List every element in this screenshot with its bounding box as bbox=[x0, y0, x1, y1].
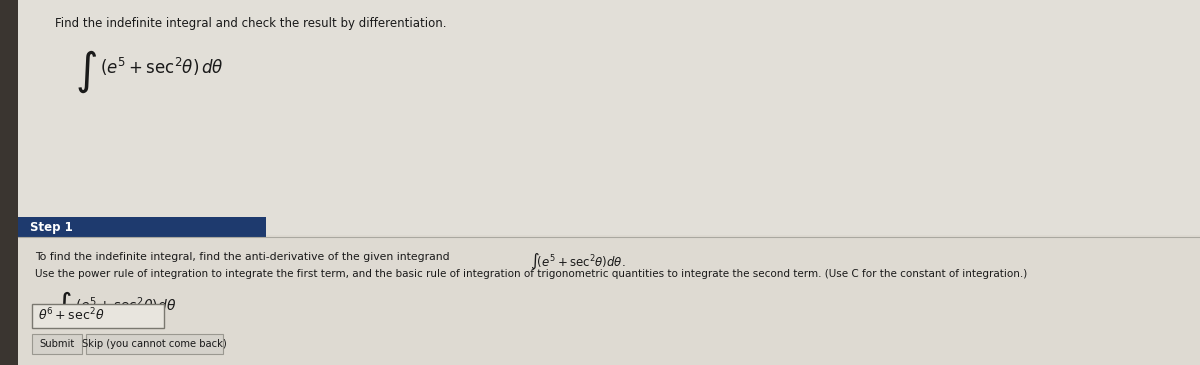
FancyBboxPatch shape bbox=[86, 334, 223, 354]
FancyBboxPatch shape bbox=[32, 304, 164, 328]
Text: $(e^5 + \sec^2\!\theta)\,d\theta$: $(e^5 + \sec^2\!\theta)\,d\theta$ bbox=[100, 56, 223, 78]
Text: $\left(e^5 + \sec^2\!\theta\right)d\theta$: $\left(e^5 + \sec^2\!\theta\right)d\thet… bbox=[74, 295, 176, 315]
Text: $\int$: $\int$ bbox=[74, 49, 97, 95]
Text: Submit: Submit bbox=[40, 339, 74, 349]
Text: Skip (you cannot come back): Skip (you cannot come back) bbox=[82, 339, 227, 349]
FancyBboxPatch shape bbox=[18, 217, 266, 237]
Text: Find the indefinite integral and check the result by differentiation.: Find the indefinite integral and check t… bbox=[55, 17, 446, 30]
FancyBboxPatch shape bbox=[18, 0, 1200, 235]
Text: To find the indefinite integral, find the anti-derivative of the given integrand: To find the indefinite integral, find th… bbox=[35, 252, 454, 262]
FancyBboxPatch shape bbox=[18, 237, 1200, 365]
Text: $\theta^6 + \sec^2\!\theta$: $\theta^6 + \sec^2\!\theta$ bbox=[38, 307, 104, 323]
Text: $\int\!\left(e^5 + \sec^2\!\theta\right)d\theta.$: $\int\!\left(e^5 + \sec^2\!\theta\right)… bbox=[530, 252, 625, 271]
Text: Use the power rule of integration to integrate the first term, and the basic rul: Use the power rule of integration to int… bbox=[35, 269, 1027, 279]
Text: Step 1: Step 1 bbox=[30, 220, 73, 234]
FancyBboxPatch shape bbox=[32, 334, 82, 354]
FancyBboxPatch shape bbox=[18, 0, 1200, 365]
Text: $\int$: $\int$ bbox=[55, 290, 72, 323]
FancyBboxPatch shape bbox=[0, 0, 18, 365]
